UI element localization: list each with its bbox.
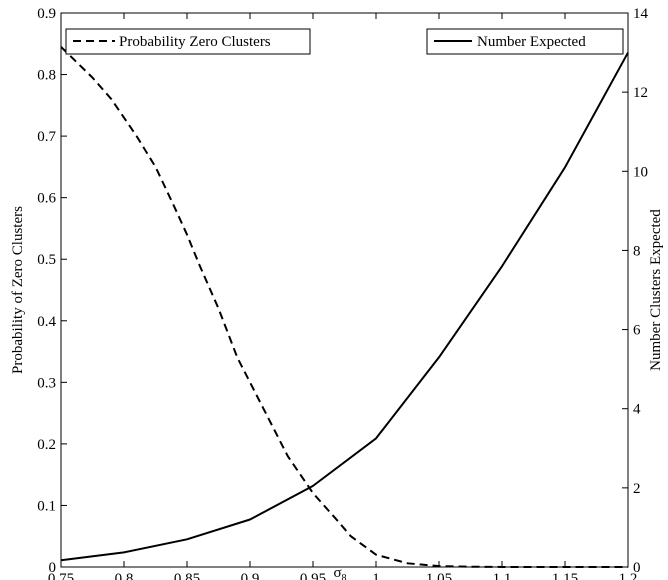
series-layer: [60, 46, 629, 568]
x-tick-label: 0.95: [300, 571, 326, 580]
right-y-tick-label: 10: [633, 164, 648, 180]
left-y-tick-label: 0.5: [37, 252, 56, 268]
right-y-tick-label: 12: [633, 85, 648, 101]
left-y-tick-label: 0.1: [37, 498, 56, 514]
right-y-axis-ticks: 0 2 4 6 8 10 12 14: [622, 6, 649, 576]
left-y-tick-label: 0.4: [37, 314, 56, 330]
right-y-tick-label: 6: [633, 323, 641, 339]
right-y-tick-label: 2: [633, 481, 641, 497]
series-probability-zero-clusters-line: [60, 46, 628, 568]
x-axis-label-subscript: 8: [342, 573, 347, 580]
x-tick-label: 0.8: [115, 571, 134, 580]
legend-right-label: Number Expected: [477, 34, 586, 50]
series-number-expected-line: [60, 52, 629, 562]
left-y-axis-ticks: 0 0.1 0.2 0.3 0.4 0.5 0.6 0.7 0.8 0.9: [37, 6, 67, 576]
x-tick-label: 1.05: [426, 571, 452, 580]
x-axis-label: σ8: [333, 565, 346, 580]
x-tick-label: 1.15: [552, 571, 578, 580]
x-tick-label: 0.9: [241, 571, 260, 580]
right-y-tick-label: 8: [633, 243, 641, 259]
legend-right: Number Expected: [426, 28, 624, 55]
left-y-tick-label: 0.3: [37, 375, 56, 391]
left-y-tick-label: 0.7: [37, 129, 56, 145]
right-y-axis-label: Number Clusters Expected: [648, 209, 664, 371]
legend-left: Probability Zero Clusters: [65, 28, 311, 55]
left-y-tick-label: 0.8: [37, 68, 56, 84]
left-y-tick-label: 0.6: [37, 191, 56, 207]
plot-frame: [60, 12, 629, 568]
legend-left-label: Probability Zero Clusters: [119, 34, 271, 50]
x-tick-label: 1.1: [493, 571, 512, 580]
right-y-tick-label: 4: [633, 402, 641, 418]
right-y-tick-label: 14: [633, 6, 649, 22]
left-y-tick-label: 0.2: [37, 437, 56, 453]
x-axis-label-text: σ: [333, 565, 341, 580]
x-tick-label: 1: [372, 571, 380, 580]
x-axis-ticks: 0.75 0.8 0.85 0.9 0.95 1 1.05 1.1 1.15 1.2: [48, 13, 638, 580]
right-y-tick-label: 0: [633, 560, 641, 576]
x-tick-label: 0.75: [48, 571, 74, 580]
x-tick-label: 1.2: [619, 571, 638, 580]
left-y-tick-label: 0.9: [37, 6, 56, 22]
left-y-axis-label: Probability of Zero Clusters: [10, 206, 26, 374]
x-tick-label: 0.85: [174, 571, 200, 580]
left-y-tick-label: 0: [49, 560, 57, 576]
